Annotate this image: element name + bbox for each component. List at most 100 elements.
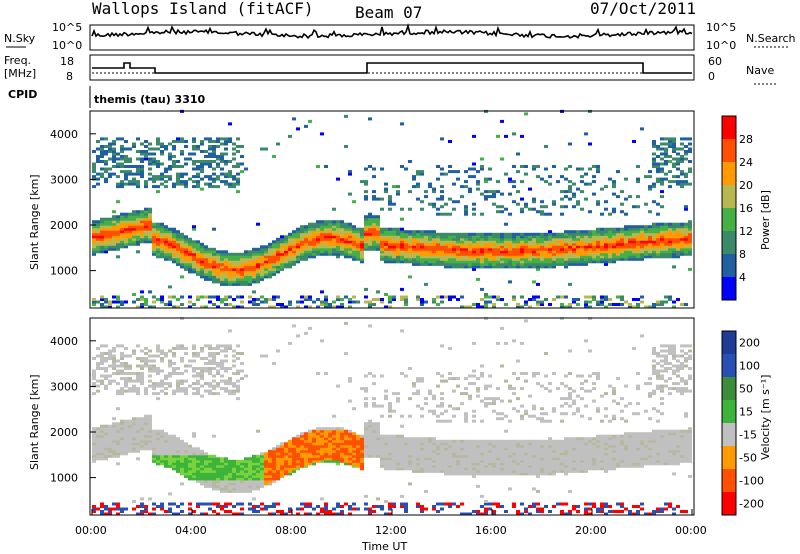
velocity-cell xyxy=(400,442,404,446)
power-cell xyxy=(416,262,420,266)
power-cell xyxy=(660,152,664,156)
velocity-cell xyxy=(180,469,184,473)
velocity-cell xyxy=(416,462,420,466)
velocity-cell xyxy=(168,374,172,378)
power-cell xyxy=(504,260,508,264)
power-cell xyxy=(636,303,640,306)
velocity-cell xyxy=(216,467,220,471)
power-cell xyxy=(116,225,120,229)
velocity-cell xyxy=(224,382,228,386)
power-cell xyxy=(496,205,500,209)
power-cell xyxy=(496,240,500,244)
velocity-cell xyxy=(364,397,368,401)
velocity-cell xyxy=(104,457,108,461)
velocity-cell xyxy=(308,434,312,438)
velocity-cell xyxy=(156,349,160,353)
velocity-cell xyxy=(220,479,224,483)
velocity-cell xyxy=(140,377,144,381)
power-cell xyxy=(456,250,460,254)
velocity-cell xyxy=(124,422,128,426)
velocity-cell xyxy=(208,502,212,506)
velocity-cell xyxy=(328,454,332,458)
power-cell xyxy=(544,245,548,249)
power-cell xyxy=(96,245,100,249)
power-cell xyxy=(172,232,176,236)
nsky-panel xyxy=(89,24,695,51)
power-cell xyxy=(192,265,196,269)
velocity-cell xyxy=(252,462,256,466)
velocity-cell xyxy=(216,352,220,355)
velocity-cell xyxy=(312,437,316,441)
velocity-cell xyxy=(280,512,284,516)
power-cell xyxy=(636,165,640,168)
power-cell xyxy=(184,252,188,256)
power-cell xyxy=(172,230,176,234)
power-cell xyxy=(464,207,468,211)
power-cell xyxy=(680,137,684,141)
velocity-cell xyxy=(420,507,424,511)
velocity-cell xyxy=(228,479,232,483)
power-cell xyxy=(312,235,316,239)
power-cell xyxy=(396,250,400,254)
velocity-cell xyxy=(144,424,148,428)
velocity-cell xyxy=(148,439,152,443)
velocity-cell xyxy=(160,389,164,393)
power-cell xyxy=(496,237,500,241)
power-cell xyxy=(620,247,624,251)
power-cell xyxy=(472,162,476,166)
power-cell xyxy=(480,245,484,249)
power-cell xyxy=(688,147,692,151)
power-cell xyxy=(304,225,308,229)
velocity-cell xyxy=(128,439,132,443)
power-cell xyxy=(444,260,448,264)
power-cell xyxy=(520,242,524,246)
velocity-cell xyxy=(368,512,372,516)
velocity-cell xyxy=(416,377,420,381)
velocity-cell xyxy=(232,384,236,388)
velocity-cell xyxy=(304,459,308,463)
power-cell xyxy=(296,305,300,309)
velocity-cell xyxy=(416,447,420,451)
power-cell xyxy=(556,262,560,266)
velocity-cell xyxy=(340,505,344,508)
power-cell xyxy=(324,237,328,241)
velocity-cell xyxy=(188,474,192,478)
power-cell xyxy=(108,245,112,249)
velocity-cell xyxy=(376,454,380,458)
power-cell xyxy=(536,252,540,256)
power-cell xyxy=(324,252,328,256)
power-cell xyxy=(548,250,552,254)
power-cell xyxy=(500,298,504,301)
power-cell xyxy=(136,170,140,174)
power-cell xyxy=(684,230,688,234)
power-cell xyxy=(388,295,392,299)
power-cell xyxy=(600,260,604,264)
power-cell xyxy=(112,215,116,219)
velocity-cell xyxy=(232,354,236,358)
velocity-cell xyxy=(280,454,284,458)
velocity-cell xyxy=(212,347,216,350)
velocity-cell xyxy=(128,387,132,391)
velocity-cell xyxy=(120,362,124,365)
power-cell xyxy=(512,132,516,136)
velocity-cell xyxy=(120,437,124,441)
power-cell xyxy=(688,220,692,224)
velocity-cell xyxy=(312,454,316,458)
power-cell xyxy=(520,247,524,251)
velocity-cell xyxy=(392,505,396,508)
power-cell xyxy=(200,305,204,309)
power-cell xyxy=(120,242,124,246)
velocity-cell xyxy=(396,464,400,468)
power-cell xyxy=(364,220,368,224)
velocity-cell xyxy=(224,484,228,488)
power-cell xyxy=(112,227,116,231)
power-cell xyxy=(556,247,560,251)
power-cell xyxy=(612,232,616,236)
power-cell xyxy=(188,242,192,246)
velocity-cell xyxy=(304,331,308,335)
velocity-cell xyxy=(392,462,396,466)
velocity-cell xyxy=(328,434,332,438)
power-cell xyxy=(196,175,200,179)
velocity-cell xyxy=(276,454,280,458)
velocity-cell xyxy=(308,449,312,453)
